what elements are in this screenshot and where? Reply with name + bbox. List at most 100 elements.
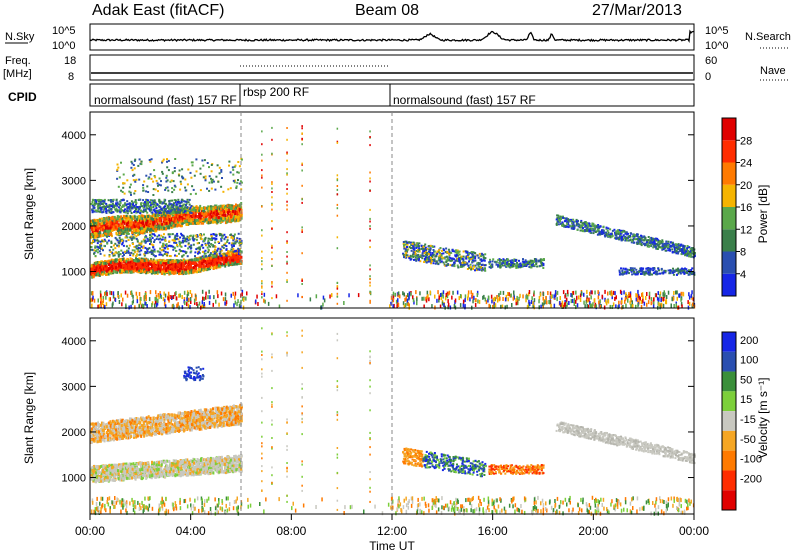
power-noise-cell [233,303,235,308]
power-noise-cell [234,295,236,300]
power-mid-cell [152,254,155,257]
power-high-cell [128,186,131,189]
power-band1000-cell [130,263,133,266]
power-band1000-cell [160,269,163,273]
power-band2400-cell [151,211,154,214]
power-mid-cell [184,244,187,247]
power-noise-cell [162,297,165,302]
power-high-cell [157,190,159,193]
power-streak-cell [271,181,273,184]
power-band1000-cell [147,268,150,272]
power-band2400-cell [178,211,181,214]
power-mid-cell [212,233,215,236]
power-band2400-cell [154,204,157,207]
power-noise-cell [673,304,675,308]
power-band1000-cell [158,266,161,270]
power-band2400-cell [180,209,183,212]
power-mid-cell [227,250,230,253]
power-band2000-cell [177,220,179,224]
power-band2000-cell [95,218,98,222]
power-noise-cell [408,291,411,296]
power-noise-cell [516,300,518,305]
power-noise-cell [559,296,561,300]
power-band2000-cell [134,230,137,234]
power-noise-cell [202,296,204,301]
power-noise-cell [102,295,105,300]
power-band1000-cell [152,264,155,268]
power-band1000-cell [153,271,156,275]
power-noise-cell [519,293,521,298]
power-noise-cell [177,302,179,307]
power-streak-cell [271,208,273,211]
power-noise-cell [530,300,533,304]
power-mid-cell [199,236,202,239]
power-band2000-cell [177,218,180,222]
power-band1000-cell [220,258,223,262]
power-band1000-cell [215,266,218,270]
power-high-cell [191,164,194,167]
power-band2000-cell [159,221,162,225]
power-noise-cell [628,292,630,296]
power-noise-cell [238,304,241,308]
power-mid-cell [144,252,147,255]
power-high-cell [203,159,206,162]
power-high-cell [133,192,136,195]
power-band2000-cell [105,232,108,236]
power-noise-cell [673,291,675,295]
power-streak-cell [286,183,288,186]
power-mid-cell [237,247,240,250]
power-noise-cell [691,302,694,307]
power-noise-cell [590,295,592,300]
power-noise-cell [393,303,395,308]
power-mid-cell [156,250,159,253]
power-high-cell [116,168,119,171]
power-mid-cell [209,253,212,256]
power-mid-cell [118,236,121,239]
power-band1000-cell [197,263,200,267]
power-band1000-cell [131,258,134,262]
power-mid-cell [115,238,118,241]
power-streak-cell [271,282,273,285]
power-noise-cell [547,291,549,295]
power-mid-cell [223,243,226,246]
power-mid-cell [139,247,141,250]
power-band2000-cell [147,216,150,220]
power-band2000-cell [120,215,123,219]
power-noise-cell [458,296,460,301]
power-band1000-cell [150,269,153,273]
power-noise-cell [586,295,588,300]
power-band2000-cell [167,225,170,229]
power-band2000-cell [151,213,154,217]
power-noise-cell [665,295,668,299]
power-band2000-cell [172,217,174,221]
power-band1000-cell [115,266,117,270]
power-noise-cell [598,300,600,305]
power-mid-cell [99,240,102,243]
power-high-cell [160,180,162,183]
power-noise-cell [155,290,157,295]
power-noise-cell [403,292,405,297]
power-noise-cell [605,301,608,306]
power-noise-cell [172,295,175,299]
power-band2000-cell [216,216,219,219]
power-noise-cell [597,295,600,300]
power-noise-cell [151,303,153,308]
power-band2000-cell [136,215,139,219]
power-high-cell [156,182,159,185]
power-band2000-cell [133,229,136,232]
power-mid-cell [162,242,165,245]
power-band2000-cell [132,221,135,225]
power-noise-cell [99,290,102,295]
power-high-cell [157,184,159,187]
power-mid-cell [213,237,216,240]
power-noise-cell [580,291,583,296]
power-band2400-cell [115,207,118,210]
power-noise-cell [511,303,513,307]
power-mid-cell [94,245,97,248]
power-band2000-cell [221,205,224,209]
power-high-cell [167,189,170,192]
power-band1000-cell [181,270,183,274]
power-streak-cell [261,286,263,289]
power-noise-cell [399,294,401,299]
power-band2400-cell [126,203,129,206]
